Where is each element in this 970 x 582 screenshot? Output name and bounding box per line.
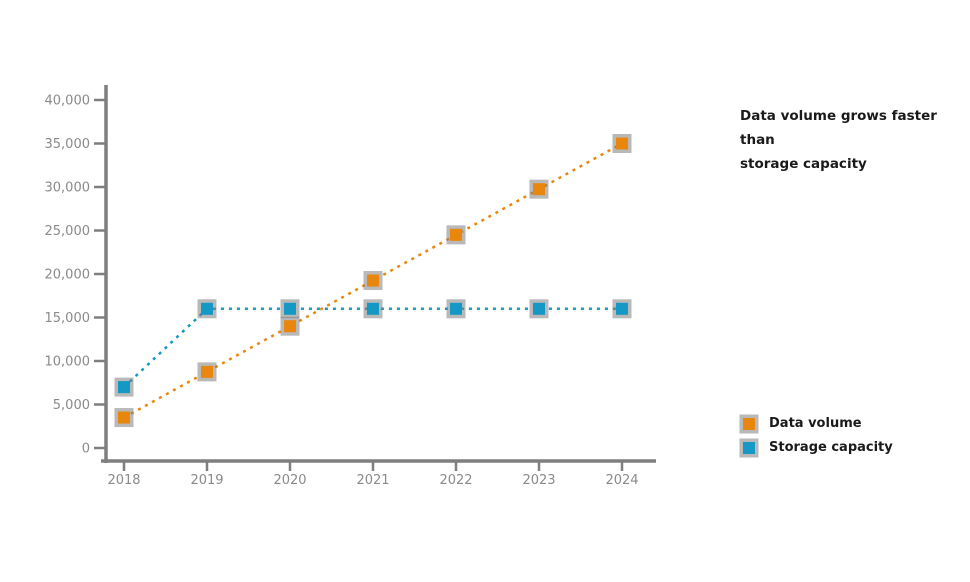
data-point [450, 228, 462, 241]
legend-item: Data volume [740, 415, 893, 432]
data-point [367, 274, 379, 287]
chart-legend: Data volume Storage capacity [740, 415, 893, 463]
x-tick-label: 2018 [107, 473, 140, 488]
legend-swatch-teal-icon [743, 441, 755, 454]
chart-title: Data volume grows faster than storage ca… [740, 104, 960, 176]
y-tick-label: 15,000 [45, 311, 91, 326]
x-tick-label: 2021 [356, 473, 389, 488]
x-tick-label: 2022 [439, 473, 472, 488]
y-tick-label: 20,000 [45, 268, 91, 283]
data-point [367, 302, 379, 315]
legend-swatch-orange-icon [743, 417, 755, 430]
x-tick-label: 2024 [605, 473, 638, 488]
data-point [118, 411, 130, 424]
data-point [284, 320, 296, 333]
data-point [616, 137, 628, 150]
y-tick-label: 30,000 [45, 181, 91, 196]
y-tick-label: 25,000 [45, 224, 91, 239]
legend-label: Storage capacity [769, 440, 893, 455]
data-point [284, 302, 296, 315]
x-tick-label: 2020 [273, 473, 306, 488]
data-point [533, 183, 545, 196]
legend-label: Data volume [769, 416, 862, 431]
x-tick-label: 2019 [190, 473, 223, 488]
chart-title-line-1: Data volume grows faster than [740, 108, 937, 148]
data-point [533, 302, 545, 315]
x-tick-label: 2023 [522, 473, 555, 488]
data-point [616, 302, 628, 315]
data-point [201, 365, 213, 378]
data-point [118, 381, 130, 394]
y-tick-label: 5,000 [53, 398, 90, 413]
y-tick-label: 10,000 [45, 355, 91, 370]
data-point [450, 302, 462, 315]
data-point [201, 302, 213, 315]
chart-title-line-2: storage capacity [740, 156, 867, 172]
y-tick-label: 0 [82, 442, 90, 457]
legend-item: Storage capacity [740, 439, 893, 456]
y-tick-label: 40,000 [45, 94, 91, 109]
y-tick-label: 35,000 [45, 137, 91, 152]
